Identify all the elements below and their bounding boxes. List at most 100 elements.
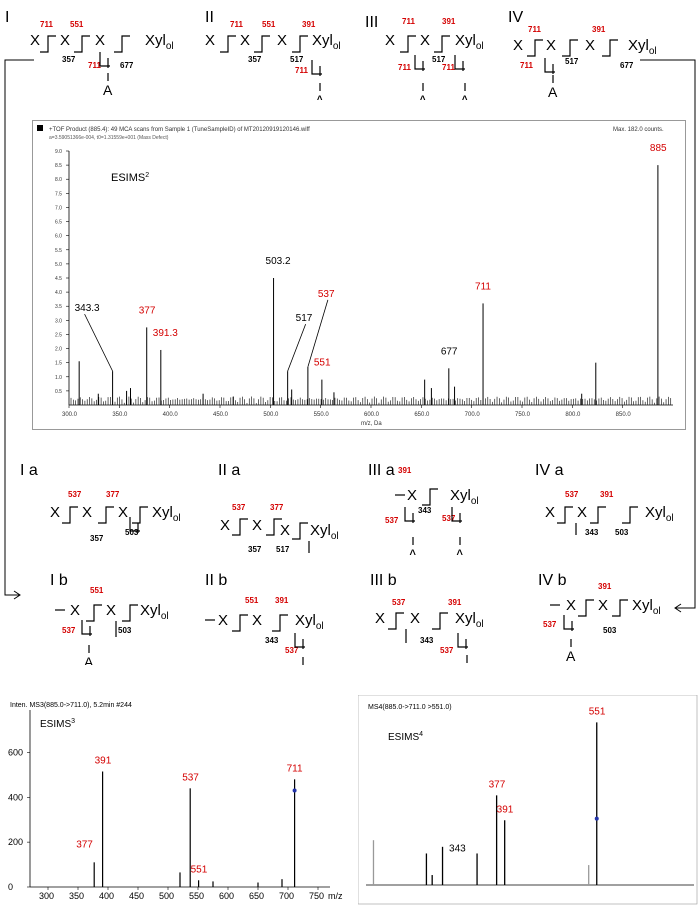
y-tick-label: 4.5: [55, 276, 62, 282]
y-tick-label: 6.5: [55, 220, 62, 226]
peak-label: 517: [296, 313, 313, 324]
residue-x: X: [407, 487, 417, 504]
fragment-label-red: 391: [442, 17, 456, 26]
x-tick-label: 500: [159, 891, 174, 901]
peak-label: 711: [287, 763, 303, 774]
cleavage-bracket: [272, 614, 288, 632]
xylol-base: Xyl: [628, 37, 649, 54]
esims2-panel: +TOF Product (885.4): 49 MCA scans from …: [32, 120, 686, 430]
fragment-label-red: 537: [565, 490, 579, 499]
cleavage-bracket: [98, 506, 114, 524]
spectrum-calibration: a=3.59051366e-004, t0=1.31559e+001 (Mass…: [49, 135, 169, 141]
reducing-end-bracket: [544, 58, 555, 73]
roman-numeral-label: II b: [205, 572, 227, 589]
residue-x: X: [375, 610, 385, 627]
x-tick-label: 600: [219, 891, 234, 901]
reducing-end-bracket: [294, 633, 305, 648]
xylol-base: Xyl: [455, 32, 476, 49]
residue-x: X: [118, 504, 128, 521]
fragment-label: 503: [615, 528, 629, 537]
spectrum-header: Inten. MS3(885.0->711.0), 5.2min #244: [10, 702, 132, 709]
spectrum-name-text: ESIMS: [111, 172, 145, 184]
fragment-label: 343: [418, 506, 432, 515]
residue-a: A: [103, 82, 113, 98]
peak-leader-line: [307, 299, 329, 368]
residue-x: X: [585, 37, 595, 54]
reducing-end-bracket: [404, 507, 415, 522]
xylol-sub: ol: [333, 41, 341, 52]
fragment-label-red: 537: [440, 646, 454, 655]
peak-label: 677: [441, 346, 458, 357]
fragment-label-red: 551: [245, 596, 259, 605]
x-tick-label: 400.0: [163, 412, 179, 418]
xylol-base: Xyl: [312, 32, 333, 49]
left-bracket-arrow: [4, 59, 34, 600]
cleavage-bracket: [132, 506, 148, 524]
y-tick-label: 0.5: [55, 389, 62, 395]
x-tick-label: 550.0: [314, 412, 330, 418]
cleavage-bracket: [602, 39, 618, 57]
xylol-base: Xyl: [450, 487, 471, 504]
esims4-spectrum: MS4(885.0->711.0 >551.0) ESIMS4 343 377 391 5…: [357, 694, 698, 905]
residue-x: X: [598, 597, 608, 614]
fragment-label: 503: [603, 626, 617, 635]
residue-a: A: [408, 546, 418, 555]
precursor-marker-icon: [594, 816, 599, 821]
esims3-spectrum: Inten. MS3(885.0->711.0), 5.2min #244 ESI…: [8, 702, 343, 901]
residue-x: X: [410, 610, 420, 627]
fragment-label-red: 711: [230, 20, 243, 29]
y-tick-label: 600: [8, 747, 23, 757]
xylol-sub: ol: [173, 513, 181, 524]
x-tick-label: 800.0: [565, 412, 581, 418]
spectrum-max-counts: Max. 182.0 counts.: [613, 127, 664, 133]
spectrum-name-sup: 2: [145, 172, 149, 179]
y-tick-label: 200: [8, 837, 23, 847]
peak-label: 537: [318, 289, 335, 300]
roman-numeral-label: III b: [370, 572, 397, 589]
x-tick-label: 750.0: [515, 412, 531, 418]
roman-numeral-label: IV b: [538, 572, 567, 589]
y-tick-label: 6.0: [55, 234, 62, 240]
y-tick-label: 1.5: [55, 361, 62, 367]
y-tick-label: 7.5: [55, 191, 62, 197]
roman-numeral-label: III: [365, 14, 378, 31]
peak-label: 343: [449, 843, 466, 854]
cleavage-bracket: [622, 506, 638, 524]
structures-row-1: I X X X Xylol 711 551 357 677 711 A II X X X Xylol 711 55…: [0, 0, 700, 108]
residue-x: X: [205, 32, 215, 49]
roman-numeral-label: II: [205, 9, 214, 26]
xylol-base: Xyl: [295, 612, 316, 629]
fragment-label-red: 537: [68, 490, 82, 499]
peak-leader-line: [287, 323, 307, 372]
residue-xylol: Xylol: [152, 504, 181, 524]
residue-x: X: [252, 612, 262, 629]
residue-x: X: [50, 504, 60, 521]
roman-numeral-label: I b: [50, 572, 68, 589]
peak-label: 391: [497, 804, 514, 815]
precursor-marker-icon: [292, 788, 297, 793]
right-bracket-arrow: [640, 59, 696, 613]
residue-a: A: [455, 546, 465, 555]
residue-x: X: [95, 32, 105, 49]
fragment-label-red: 711: [528, 25, 541, 34]
y-tick-label: 5.0: [55, 262, 62, 268]
spectrum-name-sup: 3: [71, 718, 75, 725]
reducing-end-bracket: [99, 52, 110, 67]
roman-numeral-label: IV a: [535, 462, 564, 479]
fragment-label-red: 711: [520, 61, 533, 70]
x-tick-label: 650: [249, 891, 264, 901]
residue-x: X: [277, 32, 287, 49]
peak-label: 377: [489, 779, 506, 790]
y-tick-label: 2.0: [55, 347, 62, 353]
y-tick-label: 400: [8, 792, 23, 802]
cleavage-bracket: [220, 35, 236, 53]
residue-x: X: [106, 602, 116, 619]
reducing-end-bracket: [454, 55, 465, 70]
esims4-panel: MS4(885.0->711.0 >551.0) ESIMS4 343 377 391 5…: [357, 694, 698, 905]
residue-x: X: [577, 504, 587, 521]
xylol-base: Xyl: [310, 522, 331, 539]
panel-border: [357, 694, 698, 905]
fragment-label-red: 391: [448, 598, 462, 607]
